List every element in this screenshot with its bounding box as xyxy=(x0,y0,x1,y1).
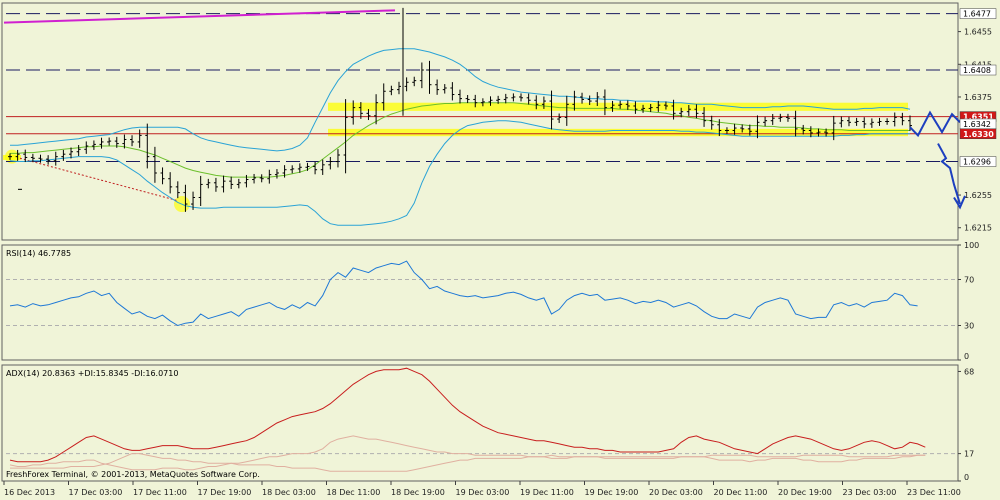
price-level-badge-label: 1.6408 xyxy=(963,66,991,75)
adx-tick-label: 17 xyxy=(964,450,974,459)
rsi-panel: RSI(14) 46.7785 100 70 30 0 xyxy=(6,241,979,361)
red-dotted-trendline xyxy=(19,157,179,202)
adx-tick-label: 68 xyxy=(964,367,974,376)
price-tick-label: 1.6375 xyxy=(964,93,992,102)
price-level-badge-label: 1.6477 xyxy=(963,10,991,19)
time-tick-label: 19 Dec 11:00 xyxy=(520,488,574,497)
time-tick-label: 17 Dec 19:00 xyxy=(198,488,252,497)
forecast-arrow-head xyxy=(953,195,966,210)
plus-di-line xyxy=(9,435,926,471)
price-tick-label: 1.6255 xyxy=(964,191,992,200)
time-tick-label: 20 Dec 11:00 xyxy=(714,488,768,497)
time-tick-label: 16 Dec 2013 xyxy=(4,488,55,497)
price-level-badge-label: 1.6330 xyxy=(963,130,994,139)
panel-frame xyxy=(1,244,959,361)
time-tick-label: 17 Dec 03:00 xyxy=(69,488,123,497)
forecast-arrow-upper xyxy=(909,110,961,138)
price-level-badge xyxy=(959,64,997,76)
time-tick-label: 18 Dec 19:00 xyxy=(391,488,445,497)
forecast-arrow-lower xyxy=(937,143,961,205)
highlight-zone xyxy=(328,128,908,137)
price-level-badge-label: 1.6342 xyxy=(963,120,991,129)
rsi-axis-ticks: 100 70 30 0 xyxy=(958,241,979,361)
adx-panel: ADX(14) 20.8363 +DI:15.8345 -DI:16.0710 … xyxy=(6,367,974,482)
price-level-badge-label: 1.6351 xyxy=(963,113,994,122)
rsi-label: RSI(14) 46.7785 xyxy=(6,249,71,258)
time-tick-label: 17 Dec 11:00 xyxy=(133,488,187,497)
minus-di-line xyxy=(10,453,926,472)
adx-line xyxy=(9,367,926,463)
bollinger-lower-line xyxy=(9,120,910,226)
rsi-tick-label: 100 xyxy=(964,241,979,250)
rsi-tick-label: 30 xyxy=(964,322,974,331)
price-level-badge xyxy=(959,128,997,140)
price-level-badge xyxy=(959,156,997,167)
forecast-arrows xyxy=(909,110,966,210)
time-tick-label: 20 Dec 03:00 xyxy=(649,488,703,497)
adx-axis-ticks: 68 17 0 xyxy=(958,367,974,482)
adx-label: ADX(14) 20.8363 +DI:15.8345 -DI:16.0710 xyxy=(6,369,178,378)
time-tick-label: 18 Dec 11:00 xyxy=(327,488,381,497)
rsi-tick-label: 0 xyxy=(964,352,969,361)
price-level-badge-label: 1.6296 xyxy=(963,158,991,167)
time-tick-label: 20 Dec 19:00 xyxy=(778,488,832,497)
time-tick-label: 23 Dec 11:00 xyxy=(907,488,961,497)
price-bars xyxy=(8,7,912,212)
highlight-zone xyxy=(328,102,908,111)
time-tick-label: 19 Dec 19:00 xyxy=(585,488,639,497)
panel-frame xyxy=(1,364,959,482)
rsi-tick-label: 70 xyxy=(964,276,974,285)
price-level-badge xyxy=(959,8,997,19)
time-tick-label: 19 Dec 03:00 xyxy=(456,488,510,497)
price-tick-label: 1.6215 xyxy=(964,224,992,233)
time-tick-label: 23 Dec 03:00 xyxy=(843,488,897,497)
magenta-trendline xyxy=(3,9,396,24)
price-levels xyxy=(6,13,958,163)
rsi-levels xyxy=(6,279,958,326)
time-axis: 16 Dec 2013 17 Dec 03:00 17 Dec 11:00 17 De… xyxy=(3,481,961,497)
copyright-text: FreshForex Terminal, © 2001-2013, MetaQu… xyxy=(6,470,260,479)
price-tick-label: 1.6455 xyxy=(964,28,992,37)
rsi-line xyxy=(9,260,918,327)
bollinger-upper-line xyxy=(10,48,911,152)
time-tick-label: 18 Dec 03:00 xyxy=(262,488,316,497)
adx-tick-label: 0 xyxy=(964,473,969,482)
